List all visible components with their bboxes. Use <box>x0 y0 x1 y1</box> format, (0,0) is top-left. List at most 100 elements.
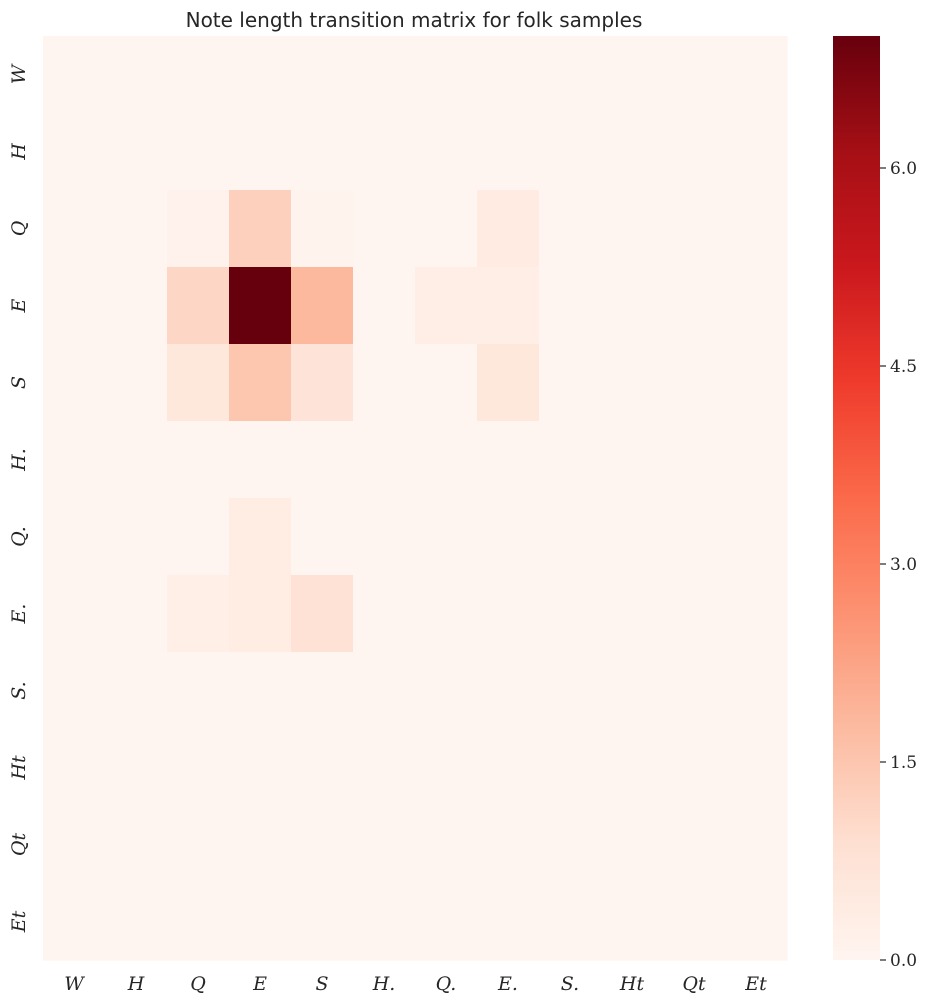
heatmap-cell-5-11 <box>725 421 788 499</box>
x-tick-label: Q. <box>436 973 457 995</box>
heatmap-cell-10-1 <box>105 806 168 884</box>
heatmap-cell-10-10 <box>663 806 726 884</box>
y-tick-label: W <box>8 63 30 84</box>
y-tick-label: Q <box>8 221 30 237</box>
heatmap-cell-4-9 <box>601 344 664 422</box>
heatmap-cell-8-9 <box>601 652 664 730</box>
heatmap-cell-5-9 <box>601 421 664 499</box>
heatmap-cells <box>43 36 788 961</box>
heatmap-cell-3-2 <box>167 267 230 345</box>
heatmap-cell-8-2 <box>167 652 230 730</box>
heatmap-cell-4-10 <box>663 344 726 422</box>
heatmap-cell-4-5 <box>353 344 416 422</box>
heatmap-cell-5-10 <box>663 421 726 499</box>
heatmap-cell-2-8 <box>539 190 602 268</box>
heatmap-cell-11-1 <box>105 883 168 961</box>
heatmap-cell-10-7 <box>477 806 540 884</box>
heatmap-cell-8-1 <box>105 652 168 730</box>
heatmap-cell-8-7 <box>477 652 540 730</box>
y-tick-label: H <box>8 143 30 161</box>
heatmap-cell-9-11 <box>725 729 788 807</box>
heatmap-cell-7-5 <box>353 575 416 653</box>
heatmap-cell-6-4 <box>291 498 354 576</box>
heatmap-cell-8-8 <box>539 652 602 730</box>
heatmap-cell-5-4 <box>291 421 354 499</box>
heatmap-cell-3-3 <box>229 267 292 345</box>
heatmap-cell-0-5 <box>353 36 416 114</box>
heatmap-cell-7-7 <box>477 575 540 653</box>
heatmap-cell-11-9 <box>601 883 664 961</box>
heatmap-cell-3-4 <box>291 267 354 345</box>
heatmap-cell-6-11 <box>725 498 788 576</box>
heatmap-cell-4-7 <box>477 344 540 422</box>
heatmap-cell-2-2 <box>167 190 230 268</box>
heatmap-cell-0-8 <box>539 36 602 114</box>
y-tick-label: Et <box>8 910 30 933</box>
heatmap-cell-9-7 <box>477 729 540 807</box>
x-tick-label: H. <box>372 973 396 995</box>
heatmap-cell-5-1 <box>105 421 168 499</box>
heatmap-cell-8-0 <box>43 652 106 730</box>
heatmap-cell-3-6 <box>415 267 478 345</box>
heatmap-cell-9-3 <box>229 729 292 807</box>
heatmap-cell-5-7 <box>477 421 540 499</box>
heatmap-cell-7-6 <box>415 575 478 653</box>
x-tick-label: E. <box>497 973 518 995</box>
x-tick-label: S <box>315 973 328 995</box>
x-tick-label: E <box>252 973 267 995</box>
heatmap-cell-3-7 <box>477 267 540 345</box>
heatmap-cell-5-0 <box>43 421 106 499</box>
y-tick-label: E. <box>8 604 30 625</box>
heatmap-cell-3-0 <box>43 267 106 345</box>
heatmap-cell-4-2 <box>167 344 230 422</box>
heatmap-cell-1-2 <box>167 113 230 191</box>
heatmap-cell-1-3 <box>229 113 292 191</box>
heatmap-cell-11-2 <box>167 883 230 961</box>
heatmap-cell-11-0 <box>43 883 106 961</box>
heatmap-cell-1-5 <box>353 113 416 191</box>
heatmap-cell-2-4 <box>291 190 354 268</box>
heatmap-cell-3-5 <box>353 267 416 345</box>
heatmap-cell-2-0 <box>43 190 106 268</box>
heatmap-cell-10-3 <box>229 806 292 884</box>
heatmap-cell-5-8 <box>539 421 602 499</box>
x-tick-label: Qt <box>682 973 706 995</box>
heatmap-cell-9-4 <box>291 729 354 807</box>
heatmap-cell-11-10 <box>663 883 726 961</box>
heatmap-cell-1-1 <box>105 113 168 191</box>
heatmap-cell-2-9 <box>601 190 664 268</box>
heatmap-cell-0-9 <box>601 36 664 114</box>
heatmap-cell-9-10 <box>663 729 726 807</box>
heatmap-cell-6-1 <box>105 498 168 576</box>
heatmap-cell-4-4 <box>291 344 354 422</box>
heatmap-cell-0-2 <box>167 36 230 114</box>
heatmap-cell-4-1 <box>105 344 168 422</box>
heatmap-cell-0-3 <box>229 36 292 114</box>
heatmap-cell-9-0 <box>43 729 106 807</box>
x-tick-label: Ht <box>619 973 645 995</box>
heatmap-cell-11-5 <box>353 883 416 961</box>
heatmap-cell-1-10 <box>663 113 726 191</box>
heatmap-cell-1-4 <box>291 113 354 191</box>
heatmap-cell-8-4 <box>291 652 354 730</box>
heatmap-cell-10-6 <box>415 806 478 884</box>
heatmap-cell-1-9 <box>601 113 664 191</box>
heatmap-cell-0-7 <box>477 36 540 114</box>
colorbar-gradient <box>833 36 880 960</box>
heatmap-cell-0-10 <box>663 36 726 114</box>
heatmap-cell-1-7 <box>477 113 540 191</box>
heatmap-cell-2-1 <box>105 190 168 268</box>
heatmap-cell-4-0 <box>43 344 106 422</box>
heatmap-cell-11-6 <box>415 883 478 961</box>
heatmap-cell-7-8 <box>539 575 602 653</box>
heatmap-cell-8-10 <box>663 652 726 730</box>
heatmap-cell-7-0 <box>43 575 106 653</box>
colorbar: 0.0 1.5 3.0 4.5 6.0 <box>833 36 917 971</box>
heatmap-cell-11-8 <box>539 883 602 961</box>
heatmap-cell-9-6 <box>415 729 478 807</box>
heatmap-cell-10-8 <box>539 806 602 884</box>
heatmap-cell-4-3 <box>229 344 292 422</box>
heatmap-cell-7-10 <box>663 575 726 653</box>
colorbar-tick-label: 6.0 <box>890 159 917 179</box>
